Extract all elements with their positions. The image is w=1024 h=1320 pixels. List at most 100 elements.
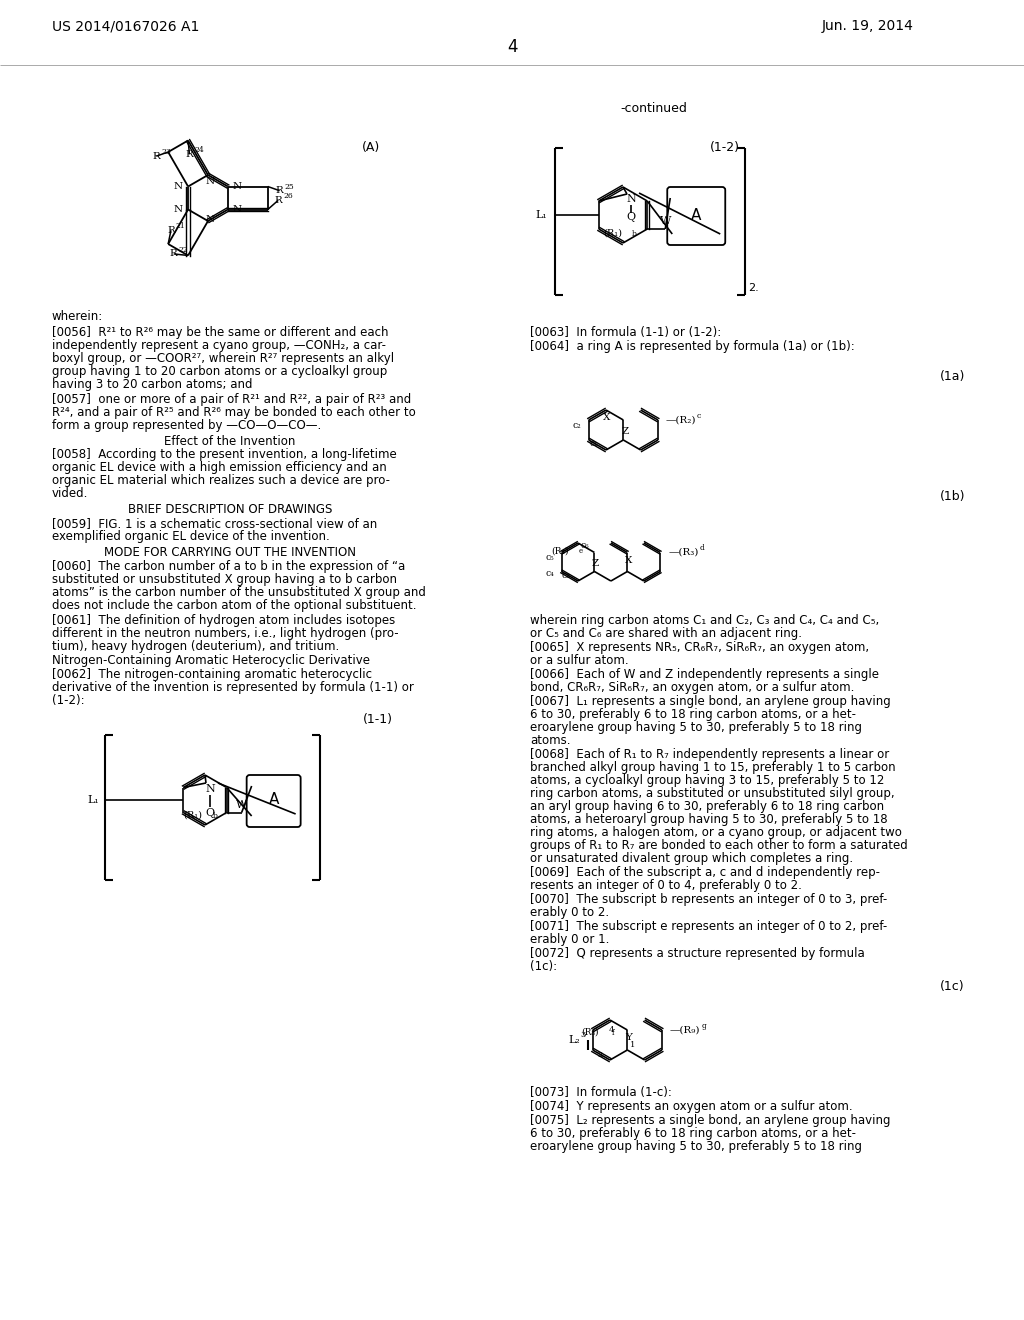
Text: R: R xyxy=(167,226,175,235)
Text: 25: 25 xyxy=(285,182,295,190)
Text: N: N xyxy=(232,205,242,214)
Text: d: d xyxy=(699,544,705,553)
Text: atoms” is the carbon number of the unsubstituted X group and: atoms” is the carbon number of the unsub… xyxy=(52,586,426,599)
Text: (R₁): (R₁) xyxy=(183,810,203,820)
Text: atoms, a heteroaryl group having 5 to 30, preferably 5 to 18: atoms, a heteroaryl group having 5 to 30… xyxy=(530,813,888,826)
Text: an aryl group having 6 to 30, preferably 6 to 18 ring carbon: an aryl group having 6 to 30, preferably… xyxy=(530,800,884,813)
Text: [0071]  The subscript e represents an integer of 0 to 2, pref-: [0071] The subscript e represents an int… xyxy=(530,920,887,933)
Text: MODE FOR CARRYING OUT THE INVENTION: MODE FOR CARRYING OUT THE INVENTION xyxy=(104,546,356,558)
Text: 3: 3 xyxy=(580,1031,586,1039)
Text: c₁: c₁ xyxy=(590,440,598,449)
Text: vided.: vided. xyxy=(52,487,88,500)
Text: N: N xyxy=(206,215,215,224)
Text: —(R₉): —(R₉) xyxy=(670,1026,700,1035)
Text: c₂: c₂ xyxy=(572,421,581,430)
Text: derivative of the invention is represented by formula (1-1) or: derivative of the invention is represent… xyxy=(52,681,414,694)
Text: —(R₂): —(R₂) xyxy=(666,416,696,425)
Text: atoms, a cycloalkyl group having 3 to 15, preferably 5 to 12: atoms, a cycloalkyl group having 3 to 15… xyxy=(530,774,885,787)
Text: 21: 21 xyxy=(176,222,185,230)
Text: L₁: L₁ xyxy=(87,795,99,805)
Text: or C₅ and C₆ are shared with an adjacent ring.: or C₅ and C₆ are shared with an adjacent… xyxy=(530,627,802,640)
Text: e: e xyxy=(579,546,583,554)
Text: L₂: L₂ xyxy=(568,1035,581,1045)
Text: wherein:: wherein: xyxy=(52,310,103,323)
Text: [0056]  R²¹ to R²⁶ may be the same or different and each: [0056] R²¹ to R²⁶ may be the same or dif… xyxy=(52,326,388,339)
Text: different in the neutron numbers, i.e., light hydrogen (pro-: different in the neutron numbers, i.e., … xyxy=(52,627,398,640)
Text: (R₄): (R₄) xyxy=(551,546,568,556)
Text: (A): (A) xyxy=(362,141,380,154)
Text: Z: Z xyxy=(622,428,629,437)
Text: 6 to 30, preferably 6 to 18 ring carbon atoms, or a het-: 6 to 30, preferably 6 to 18 ring carbon … xyxy=(530,1127,856,1140)
Text: form a group represented by —CO—O—CO—.: form a group represented by —CO—O—CO—. xyxy=(52,418,322,432)
Text: 26: 26 xyxy=(284,193,293,201)
Text: [0067]  L₁ represents a single bond, an arylene group having: [0067] L₁ represents a single bond, an a… xyxy=(530,696,891,708)
Text: 4: 4 xyxy=(507,38,517,55)
Text: US 2014/0167026 A1: US 2014/0167026 A1 xyxy=(52,18,200,33)
Text: b: b xyxy=(632,230,637,238)
Text: Q: Q xyxy=(627,213,636,222)
Text: [0059]  FIG. 1 is a schematic cross-sectional view of an: [0059] FIG. 1 is a schematic cross-secti… xyxy=(52,517,377,531)
Text: N: N xyxy=(206,177,215,186)
Text: c: c xyxy=(697,412,701,420)
Text: (1-2): (1-2) xyxy=(710,141,740,154)
Text: R: R xyxy=(274,195,283,205)
Text: eroarylene group having 5 to 30, preferably 5 to 18 ring: eroarylene group having 5 to 30, prefera… xyxy=(530,1140,862,1152)
Text: 22: 22 xyxy=(178,246,188,253)
Text: L₁: L₁ xyxy=(536,210,547,220)
Text: —(R₃): —(R₃) xyxy=(669,548,698,557)
Text: [0073]  In formula (1-c):: [0073] In formula (1-c): xyxy=(530,1086,672,1100)
Text: 2: 2 xyxy=(597,1051,603,1059)
Text: eroarylene group having 5 to 30, preferably 5 to 18 ring: eroarylene group having 5 to 30, prefera… xyxy=(530,721,862,734)
Text: R²⁴, and a pair of R²⁵ and R²⁶ may be bonded to each other to: R²⁴, and a pair of R²⁵ and R²⁶ may be bo… xyxy=(52,407,416,418)
Text: A: A xyxy=(691,207,701,223)
Text: Effect of the Invention: Effect of the Invention xyxy=(164,436,296,447)
Text: b: b xyxy=(213,812,218,820)
Text: W: W xyxy=(659,216,671,226)
Text: [0072]  Q represents a structure represented by formula: [0072] Q represents a structure represen… xyxy=(530,946,864,960)
Text: substituted or unsubstituted X group having a to b carbon: substituted or unsubstituted X group hav… xyxy=(52,573,397,586)
Text: Y: Y xyxy=(625,1034,632,1043)
Text: -continued: -continued xyxy=(620,102,687,115)
Text: having 3 to 20 carbon atoms; and: having 3 to 20 carbon atoms; and xyxy=(52,378,253,391)
Text: [0074]  Y represents an oxygen atom or a sulfur atom.: [0074] Y represents an oxygen atom or a … xyxy=(530,1100,853,1113)
Text: 4: 4 xyxy=(608,1026,613,1034)
Text: [0068]  Each of R₁ to R₇ independently represents a linear or: [0068] Each of R₁ to R₇ independently re… xyxy=(530,748,889,762)
Text: N: N xyxy=(174,182,183,191)
Text: Z: Z xyxy=(592,558,599,568)
Text: organic EL device with a high emission efficiency and an: organic EL device with a high emission e… xyxy=(52,461,387,474)
Text: [0065]  X represents NR₅, CR₆R₇, SiR₆R₇, an oxygen atom,: [0065] X represents NR₅, CR₆R₇, SiR₆R₇, … xyxy=(530,642,869,653)
Text: N: N xyxy=(626,194,636,205)
Text: exemplified organic EL device of the invention.: exemplified organic EL device of the inv… xyxy=(52,531,330,543)
Text: [0075]  L₂ represents a single bond, an arylene group having: [0075] L₂ represents a single bond, an a… xyxy=(530,1114,891,1127)
Text: [0069]  Each of the subscript a, c and d independently rep-: [0069] Each of the subscript a, c and d … xyxy=(530,866,880,879)
Text: erably 0 to 2.: erably 0 to 2. xyxy=(530,906,609,919)
Text: 1: 1 xyxy=(630,1041,635,1049)
Text: 24: 24 xyxy=(195,147,204,154)
Text: [0058]  According to the present invention, a long-lifetime: [0058] According to the present inventio… xyxy=(52,447,396,461)
Text: Q: Q xyxy=(206,808,215,818)
Text: N: N xyxy=(174,205,183,214)
Text: [0066]  Each of W and Z independently represents a single: [0066] Each of W and Z independently rep… xyxy=(530,668,879,681)
Text: [0062]  The nitrogen-containing aromatic heterocyclic: [0062] The nitrogen-containing aromatic … xyxy=(52,668,372,681)
Text: independently represent a cyano group, —CONH₂, a car-: independently represent a cyano group, —… xyxy=(52,339,386,352)
Text: [0064]  a ring A is represented by formula (1a) or (1b):: [0064] a ring A is represented by formul… xyxy=(530,341,855,352)
Text: atoms.: atoms. xyxy=(530,734,570,747)
Text: c₅: c₅ xyxy=(545,553,554,562)
Text: (1a): (1a) xyxy=(940,370,966,383)
Text: erably 0 or 1.: erably 0 or 1. xyxy=(530,933,609,946)
Text: c₆: c₆ xyxy=(581,541,590,550)
Text: N: N xyxy=(232,182,242,191)
Text: 2.: 2. xyxy=(748,282,759,293)
Text: R: R xyxy=(153,152,160,161)
Text: branched alkyl group having 1 to 15, preferably 1 to 5 carbon: branched alkyl group having 1 to 15, pre… xyxy=(530,762,896,774)
Text: [0063]  In formula (1-1) or (1-2):: [0063] In formula (1-1) or (1-2): xyxy=(530,326,721,339)
Text: organic EL material which realizes such a device are pro-: organic EL material which realizes such … xyxy=(52,474,390,487)
Text: f: f xyxy=(612,1030,614,1038)
Text: group having 1 to 20 carbon atoms or a cycloalkyl group: group having 1 to 20 carbon atoms or a c… xyxy=(52,366,387,378)
Text: 6 to 30, preferably 6 to 18 ring carbon atoms, or a het-: 6 to 30, preferably 6 to 18 ring carbon … xyxy=(530,708,856,721)
Text: Nitrogen-Containing Aromatic Heterocyclic Derivative: Nitrogen-Containing Aromatic Heterocycli… xyxy=(52,653,370,667)
Text: N: N xyxy=(205,784,215,795)
Text: (1b): (1b) xyxy=(940,490,966,503)
Text: groups of R₁ to R₇ are bonded to each other to form a saturated: groups of R₁ to R₇ are bonded to each ot… xyxy=(530,840,907,851)
Text: ring atoms, a halogen atom, or a cyano group, or adjacent two: ring atoms, a halogen atom, or a cyano g… xyxy=(530,826,902,840)
